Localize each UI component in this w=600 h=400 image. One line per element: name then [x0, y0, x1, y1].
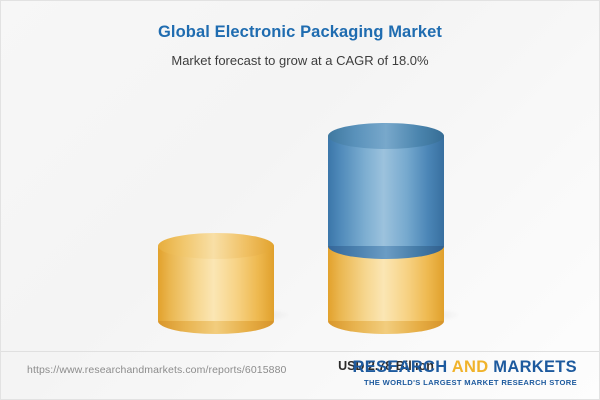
cylinder-segment-base-2023: [158, 233, 274, 334]
brand-logo-tagline: THE WORLD'S LARGEST MARKET RESEARCH STOR…: [363, 378, 577, 388]
cylinder-body-growth-2029: [328, 136, 444, 246]
source-url[interactable]: https://www.researchandmarkets.com/repor…: [27, 364, 287, 376]
brand-logo-and: AND: [451, 358, 489, 376]
brand-logo-research: RESEARCH: [352, 358, 452, 376]
brand-logo-wordmark: RESEARCH AND MARKETS: [352, 358, 577, 376]
cylinder-segment-growth-2029: [328, 123, 444, 259]
bar-value-label-2029: USD 2.78 Billion: [338, 359, 434, 373]
chart-title: Global Electronic Packaging Market: [158, 23, 442, 41]
footer-divider: [1, 351, 599, 352]
cylinder-2023[interactable]: [158, 233, 274, 334]
plot-area: USD 1.02 Billion 2023 USD 2.78 Billion: [1, 81, 599, 373]
chart-subtitle: Market forecast to grow at a CAGR of 18.…: [171, 53, 429, 68]
cylinder-2029[interactable]: [328, 123, 444, 334]
brand-logo-markets: MARKETS: [488, 358, 577, 376]
brand-logo: RESEARCH AND MARKETS THE WORLD'S LARGEST…: [352, 358, 577, 388]
cylinder-top-ellipse-2029: [328, 123, 444, 149]
cylinder-top-ellipse-2023: [158, 233, 274, 259]
